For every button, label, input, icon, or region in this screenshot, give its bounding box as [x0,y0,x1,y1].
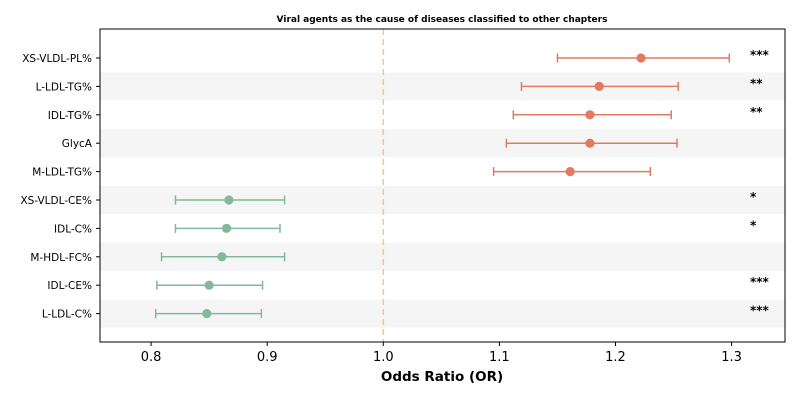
x-tick-label: 1.1 [489,350,510,365]
y-tick-label: IDL-C% [54,223,92,235]
x-axis-label: Odds Ratio (OR) [381,369,503,385]
x-tick-label: 1.2 [605,350,626,365]
significance-marker: * [750,190,757,204]
forest-row [154,309,263,319]
or-point [585,110,595,120]
or-point [221,223,232,233]
or-point [202,309,212,319]
significance-marker: *** [750,275,770,289]
y-tick-label: L-LDL-TG% [36,81,92,93]
x-tick-label: 0.8 [141,350,162,365]
or-point [594,81,604,91]
forest-row [512,110,672,120]
forest-row [492,167,652,177]
plot-frame [99,28,786,343]
forest-row [174,195,286,205]
or-point [585,138,595,148]
significance-markers: *************** [750,48,770,318]
or-point [565,167,575,177]
significance-marker: ** [750,76,763,90]
or-point [217,252,227,262]
y-tick-label: IDL-TG% [48,110,92,122]
significance-marker: ** [750,105,763,119]
x-tick-label: 1.3 [721,350,742,365]
x-tick-label: 0.9 [257,350,278,365]
chart-title: Viral agents as the cause of diseases cl… [277,15,608,25]
significance-marker: * [750,218,757,232]
forest-row [174,223,281,233]
significance-marker: *** [750,48,770,62]
forest-row [520,81,679,91]
y-tick-label: L-LDL-C% [42,309,92,321]
y-axis: XS-VLDL-PL% L-LDL-TG% IDL-TG% GlycA M-LDL-TG… [20,53,100,321]
y-tick-label: XS-VLDL-CE% [20,195,92,207]
or-point [636,53,646,63]
y-tick-label: M-LDL-TG% [32,167,92,179]
data-marks [154,53,731,319]
y-tick-label: IDL-CE% [47,280,92,292]
x-axis: 0.8 0.9 1.0 1.1 1.2 1.3 [141,342,742,365]
forest-row [505,138,678,148]
forest-row [556,53,731,63]
or-point [204,280,214,290]
y-tick-label: M-HDL-FC% [30,252,92,264]
y-tick-label: GlycA [62,138,93,150]
y-tick-label: XS-VLDL-PL% [22,53,92,65]
significance-marker: *** [750,304,770,318]
x-tick-label: 1.0 [373,350,394,365]
row-band [100,129,785,158]
or-point [224,195,234,205]
forest-row [160,252,286,262]
row-band [100,72,785,101]
forest-row [156,280,264,290]
